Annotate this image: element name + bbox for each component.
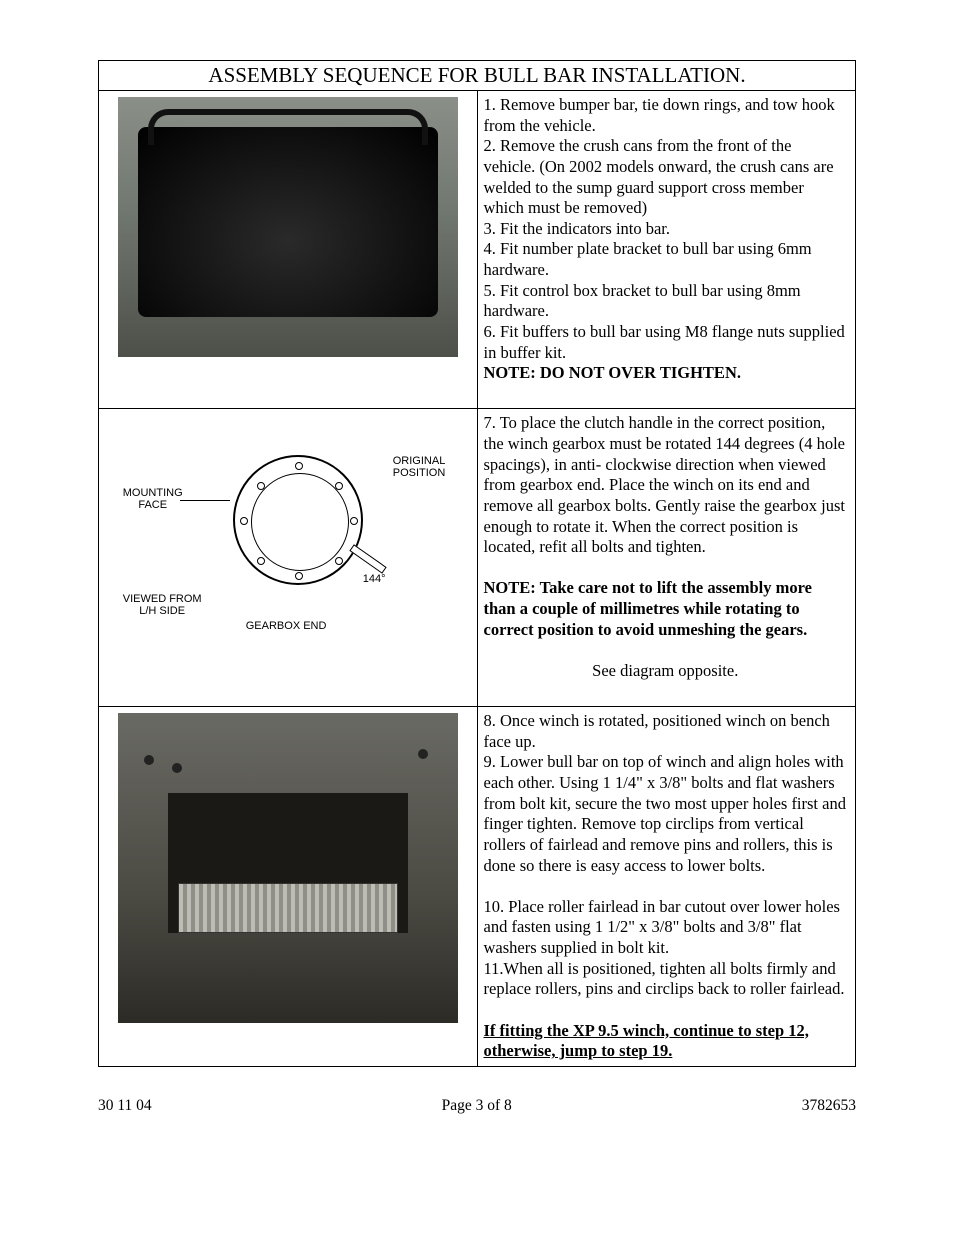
winch-photo bbox=[118, 713, 458, 1023]
step-5: 5. Fit control box bracket to bull bar u… bbox=[484, 281, 848, 322]
footer-docnum: 3782653 bbox=[802, 1097, 856, 1115]
bolt-hole bbox=[295, 572, 303, 580]
gear-outer bbox=[233, 455, 363, 585]
bolt-hole bbox=[257, 557, 265, 565]
bolt-hole bbox=[240, 517, 248, 525]
step-4: 4. Fit number plate bracket to bull bar … bbox=[484, 239, 848, 280]
step-11: 11.When all is positioned, tighten all b… bbox=[484, 959, 848, 1000]
text-cell-3: 8. Once winch is rotated, positioned win… bbox=[477, 707, 856, 1067]
step-6: 6. Fit buffers to bull bar using M8 flan… bbox=[484, 322, 848, 363]
footer-page: Page 3 of 8 bbox=[442, 1097, 512, 1115]
step-2: 2. Remove the crush cans from the front … bbox=[484, 136, 848, 219]
text-cell-1: 1. Remove bumper bar, tie down rings, an… bbox=[477, 91, 856, 409]
clutch-handle bbox=[349, 545, 386, 574]
gear-inner bbox=[251, 473, 349, 571]
bolt-icon bbox=[144, 755, 154, 765]
see-diagram: See diagram opposite. bbox=[484, 661, 848, 682]
bolt-hole bbox=[350, 517, 358, 525]
gap bbox=[484, 1000, 848, 1021]
bolt-hole bbox=[295, 462, 303, 470]
step-1: 1. Remove bumper bar, tie down rings, an… bbox=[484, 95, 848, 136]
gap bbox=[484, 558, 848, 579]
gap bbox=[484, 682, 848, 703]
footer-date: 30 11 04 bbox=[98, 1097, 152, 1115]
bolt-icon bbox=[172, 763, 182, 773]
text-cell-2: 7. To place the clutch handle in the cor… bbox=[477, 409, 856, 707]
label-mounting-face: MOUNTINGFACE bbox=[123, 487, 183, 511]
bolt-hole bbox=[335, 557, 343, 565]
page-footer: 30 11 04 Page 3 of 8 3782653 bbox=[98, 1067, 856, 1115]
label-viewed-from: VIEWED FROML/H SIDE bbox=[123, 593, 202, 617]
image-cell-diagram: ORIGINALPOSITION MOUNTINGFACE VIEWED FRO… bbox=[99, 409, 478, 707]
label-original-position: ORIGINALPOSITION bbox=[393, 455, 446, 479]
bolt-icon bbox=[418, 749, 428, 759]
step-9: 9. Lower bull bar on top of winch and al… bbox=[484, 752, 848, 876]
step-7: 7. To place the clutch handle in the cor… bbox=[484, 413, 848, 557]
row1-spacer bbox=[484, 384, 848, 405]
table-row: ORIGINALPOSITION MOUNTINGFACE VIEWED FRO… bbox=[99, 409, 856, 707]
note-1: NOTE: DO NOT OVER TIGHTEN. bbox=[484, 363, 848, 384]
bolt-hole bbox=[335, 482, 343, 490]
continue-instruction: If fitting the XP 9.5 winch, continue to… bbox=[484, 1021, 848, 1062]
assembly-table: ASSEMBLY SEQUENCE FOR BULL BAR INSTALLAT… bbox=[98, 60, 856, 1067]
gap bbox=[484, 640, 848, 661]
label-gearbox-end: GEARBOX END bbox=[246, 620, 327, 632]
image-cell-winch bbox=[99, 707, 478, 1067]
table-row: 8. Once winch is rotated, positioned win… bbox=[99, 707, 856, 1067]
bullbar-photo bbox=[118, 97, 458, 357]
image-cell-bullbar bbox=[99, 91, 478, 409]
bullbar-body bbox=[138, 127, 438, 317]
winch-cable bbox=[178, 883, 398, 933]
gearbox-diagram: ORIGINALPOSITION MOUNTINGFACE VIEWED FRO… bbox=[118, 425, 458, 645]
step-10: 10. Place roller fairlead in bar cutout … bbox=[484, 897, 848, 959]
step-8: 8. Once winch is rotated, positioned win… bbox=[484, 711, 848, 752]
table-row: 1. Remove bumper bar, tie down rings, an… bbox=[99, 91, 856, 409]
bullbar-hoop bbox=[148, 109, 428, 145]
table-title: ASSEMBLY SEQUENCE FOR BULL BAR INSTALLAT… bbox=[99, 61, 856, 91]
arrow-mounting bbox=[180, 500, 230, 501]
gap bbox=[484, 876, 848, 897]
page: ASSEMBLY SEQUENCE FOR BULL BAR INSTALLAT… bbox=[0, 0, 954, 1155]
note-7: NOTE: Take care not to lift the assembly… bbox=[484, 578, 848, 640]
step-3: 3. Fit the indicators into bar. bbox=[484, 219, 848, 240]
degree-label: 144° bbox=[363, 573, 386, 585]
